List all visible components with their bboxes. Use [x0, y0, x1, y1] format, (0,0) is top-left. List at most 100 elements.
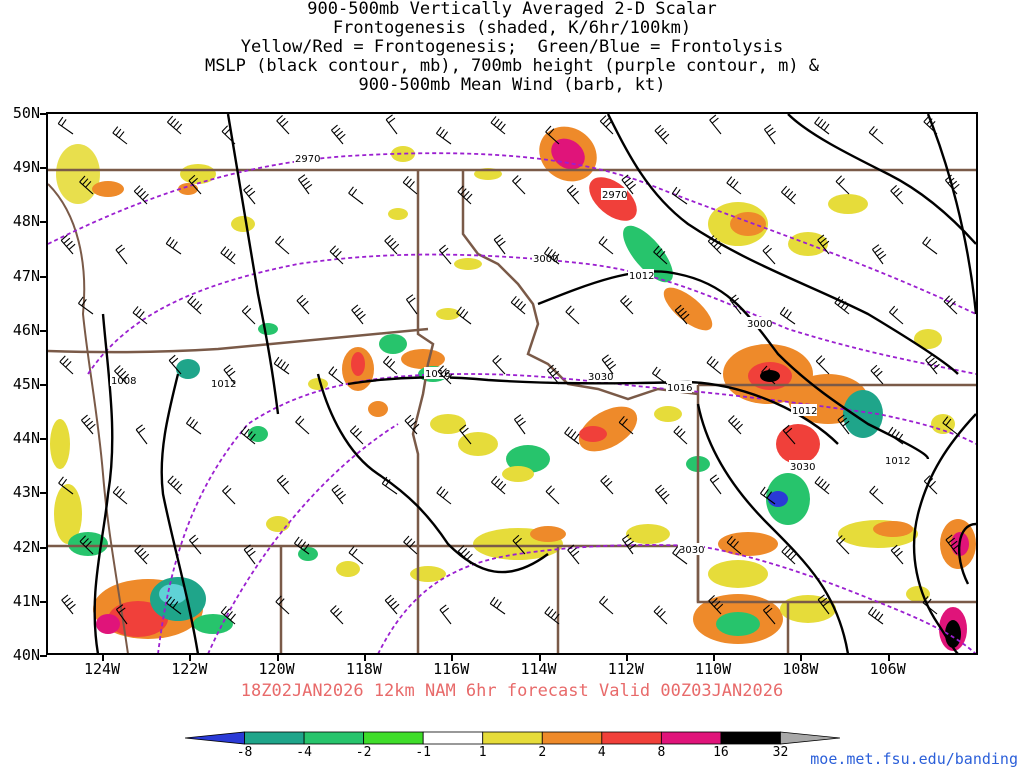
wind-barb: [79, 175, 94, 195]
pressure-label: 1012: [792, 406, 817, 417]
wind-barb: [383, 355, 398, 375]
wind-barb: [241, 305, 256, 325]
wind-barb: [240, 426, 256, 445]
wind-barb: [889, 305, 904, 325]
wind-barb: [330, 605, 344, 625]
wind-barb: [814, 116, 830, 135]
wind-barb: [114, 365, 129, 385]
latitude-label: 50N: [12, 104, 40, 122]
map-panel: 1008 1012 1016 1012 1016 1012 1012 2970 …: [46, 112, 978, 655]
wind-barb: [134, 544, 150, 565]
wind-barb: [945, 174, 960, 195]
colorbar-segment: [363, 731, 424, 745]
wind-barb: [189, 534, 202, 555]
wind-barb: [671, 186, 688, 205]
wind-barb: [58, 476, 74, 495]
pressure-label: 1016: [425, 369, 450, 380]
colorbar-segment: [185, 731, 245, 745]
wind-barb: [384, 594, 400, 615]
wind-barb: [817, 234, 830, 255]
latitude-label: 43N: [12, 483, 40, 502]
wind-barb: [868, 125, 884, 145]
wind-barb: [817, 594, 830, 615]
wind-barb: [437, 365, 453, 385]
wind-barb: [621, 174, 636, 195]
longitude-label: 112W: [607, 660, 644, 678]
wind-barb: [115, 244, 128, 265]
wind-barb: [439, 244, 452, 265]
wind-barb: [815, 355, 830, 375]
wind-barb: [167, 115, 183, 135]
height-contours: [48, 152, 976, 653]
longitude-tick: [189, 655, 192, 661]
colorbar-label: 16: [713, 745, 729, 760]
longitude-label: 118W: [345, 660, 382, 678]
wind-barb: [781, 545, 797, 565]
wind-barb: [651, 366, 668, 385]
longitude-label: 116W: [433, 660, 470, 678]
wind-barb: [79, 535, 94, 555]
colorbar-segment: [780, 731, 840, 745]
longitude-tick: [363, 655, 366, 661]
longitude-tick: [451, 655, 454, 661]
wind-barb: [112, 126, 128, 145]
wind-barb: [243, 544, 256, 565]
wind-barb: [135, 424, 148, 445]
wind-barb: [457, 545, 473, 565]
height-label: 3030: [790, 462, 815, 473]
title-line-1: 900-500mb Vertically Averaged 2-D Scalar: [307, 0, 717, 19]
wind-barb: [168, 354, 182, 375]
wind-barb: [618, 415, 634, 435]
wind-barb: [329, 245, 344, 265]
longitude-tick: [625, 655, 628, 661]
wind-barb: [439, 604, 452, 625]
latitude-tick: [40, 275, 47, 278]
wind-barb: [545, 485, 560, 505]
height-label: 2970: [295, 154, 320, 165]
latitude-label: 45N: [12, 375, 40, 393]
wind-barb: [779, 306, 796, 325]
latitude-label: 44N: [12, 429, 40, 448]
wind-barb: [601, 354, 617, 375]
wind-barb: [673, 425, 688, 445]
wind-barb: [132, 306, 148, 325]
wind-barb: [459, 424, 472, 445]
wind-barb: [653, 605, 668, 625]
wind-barb: [275, 235, 290, 255]
wind-barb: [547, 364, 560, 385]
wind-barb: [654, 124, 670, 145]
wind-barb: [655, 484, 670, 505]
latitude-label: 46N: [12, 320, 40, 339]
longitude-tick: [102, 655, 104, 661]
title-line-3: Yellow/Red = Frontogenesis; Green/Blue =…: [240, 37, 784, 57]
wind-barb: [457, 185, 473, 205]
pressure-label: 1012: [211, 379, 236, 390]
wind-barb: [870, 364, 884, 385]
wind-barb: [492, 354, 506, 375]
wind-barb: [489, 596, 506, 615]
wind-barb: [834, 296, 850, 315]
latitude-tick: [40, 655, 47, 657]
wind-barb: [222, 485, 236, 505]
colorbar-segment: [660, 731, 722, 745]
longitude-tick: [276, 655, 279, 661]
wind-barb: [223, 364, 236, 385]
wind-barb: [869, 485, 884, 505]
wind-barb: [293, 536, 310, 555]
title-line-5: 900-500mb Mean Wind (barb, kt): [358, 75, 666, 95]
colorbar-segment: [244, 731, 305, 745]
wind-barb: [867, 606, 884, 625]
wind-barb: [763, 124, 776, 145]
wind-barb: [762, 244, 776, 265]
wind-barb: [493, 234, 506, 255]
pressure-label: 1016: [667, 383, 692, 394]
colorbar-segment: [601, 731, 662, 745]
wind-barb: [599, 595, 614, 615]
colorbar-label: -4: [296, 745, 312, 760]
wind-barb: [348, 186, 364, 205]
wind-barb: [77, 296, 94, 315]
wind-barb: [385, 114, 398, 135]
wind-barb: [565, 305, 580, 325]
wind-barb: [456, 306, 472, 325]
wind-barb: [115, 604, 128, 625]
